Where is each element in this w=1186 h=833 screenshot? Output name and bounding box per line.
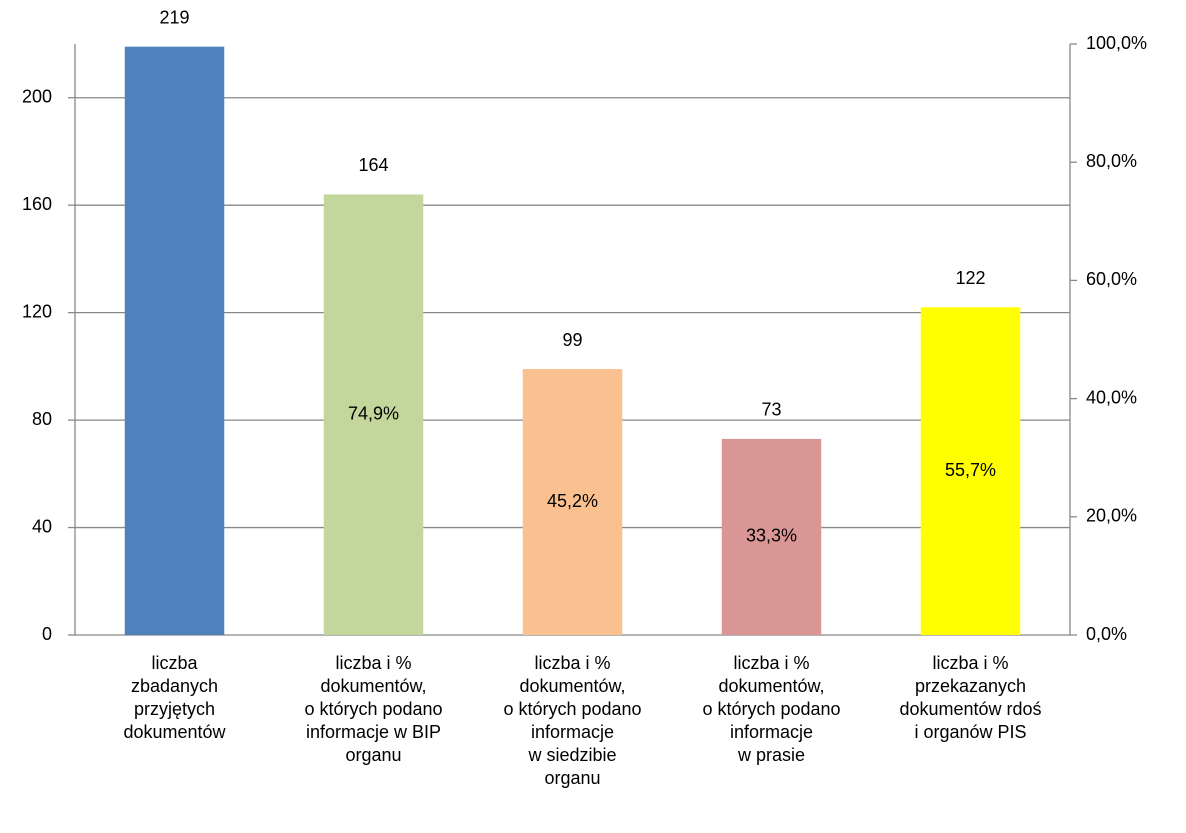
value-label: 164	[358, 155, 388, 175]
bar	[721, 438, 822, 635]
y2-tick-label: 80,0%	[1086, 151, 1137, 171]
y2-tick-label: 100,0%	[1086, 33, 1147, 53]
value-label: 122	[955, 268, 985, 288]
percent-label: 45,2%	[547, 491, 598, 511]
x-tick-label: liczba i % dokumentów, o których podano …	[702, 653, 841, 765]
y-tick-label: 160	[22, 194, 52, 214]
value-label: 219	[159, 7, 189, 27]
value-label: 99	[562, 330, 582, 350]
x-tick-label: liczba i % dokumentów, o których podano …	[304, 653, 443, 765]
y2-tick-label: 20,0%	[1086, 506, 1137, 526]
x-tick-label: liczba i % przekazanych dokumentów rdoś …	[899, 653, 1042, 742]
value-label: 73	[761, 400, 781, 420]
bar	[920, 307, 1021, 635]
x-tick-label: liczba i % dokumentów, o których podano …	[503, 653, 642, 788]
y-tick-label: 120	[22, 301, 52, 321]
x-tick-label: liczba zbadanych przyjętych dokumentów	[123, 653, 226, 742]
y2-tick-label: 40,0%	[1086, 387, 1137, 407]
y-tick-label: 80	[32, 409, 52, 429]
bar	[522, 369, 623, 635]
y-tick-label: 0	[42, 624, 52, 644]
percent-label: 33,3%	[746, 526, 797, 546]
y2-tick-label: 60,0%	[1086, 269, 1137, 289]
y-tick-label: 40	[32, 516, 52, 536]
y2-tick-label: 0,0%	[1086, 624, 1127, 644]
percent-label: 74,9%	[348, 403, 399, 423]
bar	[124, 46, 225, 636]
y-tick-label: 200	[22, 86, 52, 106]
bar	[323, 194, 424, 635]
percent-label: 55,7%	[945, 460, 996, 480]
